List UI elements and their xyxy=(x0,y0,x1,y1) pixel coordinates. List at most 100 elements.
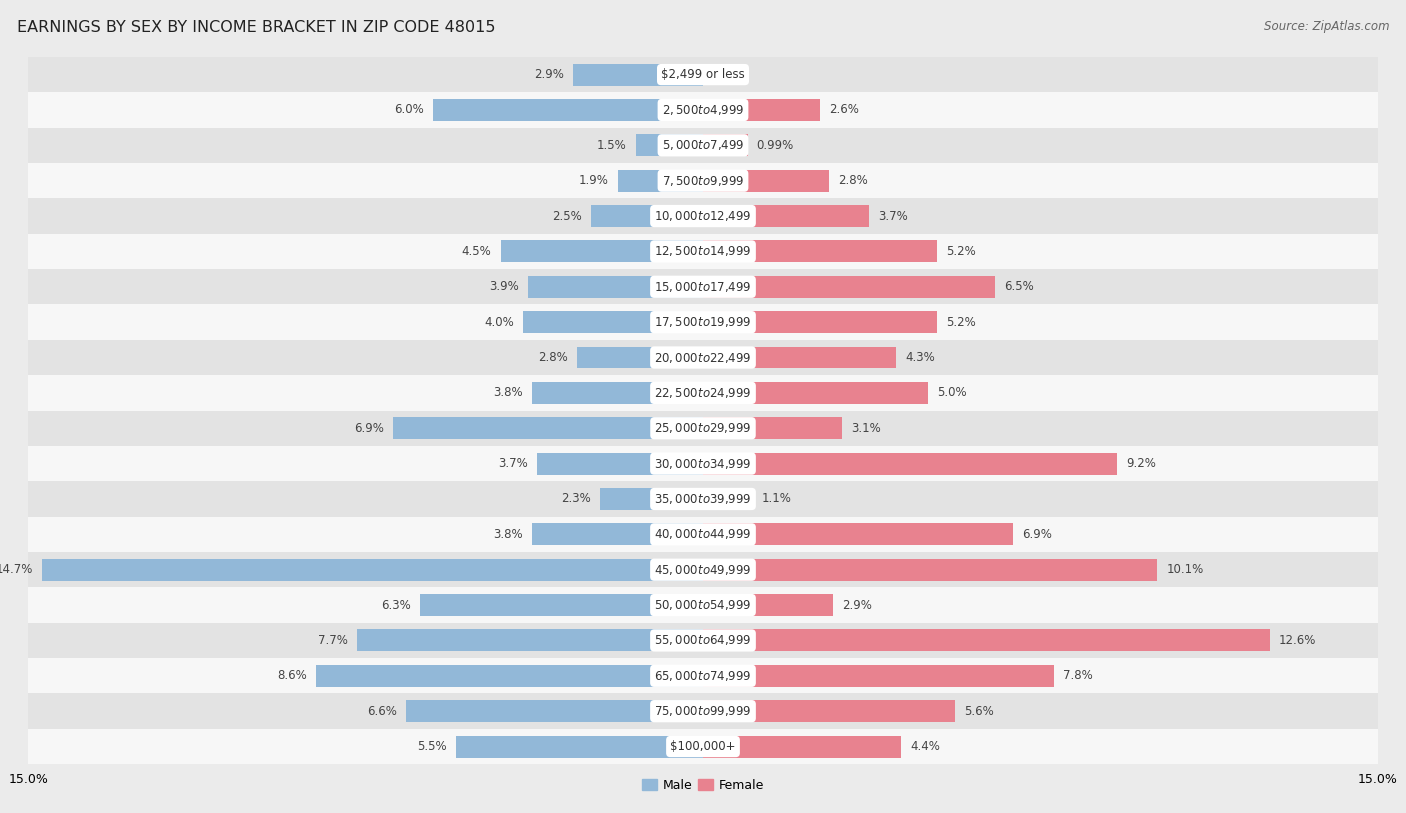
Text: $40,000 to $44,999: $40,000 to $44,999 xyxy=(654,528,752,541)
Text: 4.4%: 4.4% xyxy=(910,740,939,753)
Text: 6.5%: 6.5% xyxy=(1004,280,1035,293)
Text: 6.6%: 6.6% xyxy=(367,705,396,718)
Text: $25,000 to $29,999: $25,000 to $29,999 xyxy=(654,421,752,435)
Bar xyxy=(28,659,1378,693)
Text: 2.5%: 2.5% xyxy=(551,210,582,223)
Text: 5.5%: 5.5% xyxy=(418,740,447,753)
Text: $2,499 or less: $2,499 or less xyxy=(661,68,745,81)
Text: 12.6%: 12.6% xyxy=(1279,634,1316,647)
Bar xyxy=(42,559,703,580)
Bar xyxy=(703,488,752,510)
Bar xyxy=(599,488,703,510)
Bar xyxy=(28,233,1378,269)
Text: 14.7%: 14.7% xyxy=(0,563,32,576)
Bar xyxy=(523,311,703,333)
Text: 6.9%: 6.9% xyxy=(1022,528,1052,541)
Text: $75,000 to $99,999: $75,000 to $99,999 xyxy=(654,704,752,718)
Text: 3.7%: 3.7% xyxy=(498,457,527,470)
Bar xyxy=(28,269,1378,304)
Bar xyxy=(576,346,703,368)
Text: $5,000 to $7,499: $5,000 to $7,499 xyxy=(662,138,744,152)
Text: 5.2%: 5.2% xyxy=(946,245,976,258)
Bar xyxy=(703,170,830,192)
Bar xyxy=(433,99,703,121)
Bar xyxy=(28,376,1378,411)
Bar xyxy=(28,163,1378,198)
Bar xyxy=(636,134,703,156)
Legend: Male, Female: Male, Female xyxy=(637,774,769,797)
Bar xyxy=(456,736,703,758)
Bar xyxy=(703,559,1157,580)
Text: Source: ZipAtlas.com: Source: ZipAtlas.com xyxy=(1264,20,1389,33)
Text: 5.2%: 5.2% xyxy=(946,315,976,328)
Text: 0.99%: 0.99% xyxy=(756,139,794,152)
Text: 1.1%: 1.1% xyxy=(762,493,792,506)
Text: 4.5%: 4.5% xyxy=(461,245,492,258)
Text: 7.8%: 7.8% xyxy=(1063,669,1092,682)
Text: 9.2%: 9.2% xyxy=(1126,457,1156,470)
Text: 2.9%: 2.9% xyxy=(842,598,872,611)
Text: $2,500 to $4,999: $2,500 to $4,999 xyxy=(662,103,744,117)
Text: 3.8%: 3.8% xyxy=(494,386,523,399)
Bar xyxy=(531,382,703,404)
Bar xyxy=(703,134,748,156)
Bar xyxy=(703,700,955,722)
Text: 6.9%: 6.9% xyxy=(354,422,384,435)
Bar xyxy=(703,205,869,227)
Bar xyxy=(28,198,1378,234)
Bar xyxy=(537,453,703,475)
Text: 2.6%: 2.6% xyxy=(830,103,859,116)
Bar xyxy=(28,340,1378,375)
Text: 4.3%: 4.3% xyxy=(905,351,935,364)
Text: $20,000 to $22,499: $20,000 to $22,499 xyxy=(654,350,752,364)
Text: $17,500 to $19,999: $17,500 to $19,999 xyxy=(654,315,752,329)
Bar xyxy=(28,128,1378,163)
Text: 2.9%: 2.9% xyxy=(534,68,564,81)
Bar xyxy=(703,736,901,758)
Bar xyxy=(703,276,995,298)
Bar xyxy=(531,524,703,546)
Bar xyxy=(28,481,1378,517)
Bar xyxy=(28,411,1378,446)
Bar xyxy=(28,623,1378,659)
Bar xyxy=(703,594,834,616)
Text: 8.6%: 8.6% xyxy=(277,669,307,682)
Text: 5.6%: 5.6% xyxy=(965,705,994,718)
Text: 4.0%: 4.0% xyxy=(484,315,515,328)
Bar xyxy=(28,729,1378,764)
Text: 2.8%: 2.8% xyxy=(538,351,568,364)
Text: $55,000 to $64,999: $55,000 to $64,999 xyxy=(654,633,752,647)
Bar xyxy=(419,594,703,616)
Bar xyxy=(357,629,703,651)
Bar xyxy=(28,304,1378,340)
Text: $35,000 to $39,999: $35,000 to $39,999 xyxy=(654,492,752,506)
Text: 10.1%: 10.1% xyxy=(1167,563,1204,576)
Text: 6.0%: 6.0% xyxy=(394,103,425,116)
Bar xyxy=(591,205,703,227)
Text: $12,500 to $14,999: $12,500 to $14,999 xyxy=(654,245,752,259)
Text: 3.7%: 3.7% xyxy=(879,210,908,223)
Text: 1.5%: 1.5% xyxy=(596,139,627,152)
Bar xyxy=(703,629,1270,651)
Text: 6.3%: 6.3% xyxy=(381,598,411,611)
Text: $10,000 to $12,499: $10,000 to $12,499 xyxy=(654,209,752,223)
Text: 7.7%: 7.7% xyxy=(318,634,347,647)
Bar xyxy=(28,693,1378,729)
Text: $50,000 to $54,999: $50,000 to $54,999 xyxy=(654,598,752,612)
Text: $65,000 to $74,999: $65,000 to $74,999 xyxy=(654,669,752,683)
Bar xyxy=(392,417,703,439)
Text: 3.1%: 3.1% xyxy=(852,422,882,435)
Bar xyxy=(28,92,1378,128)
Bar xyxy=(703,524,1014,546)
Bar xyxy=(703,417,842,439)
Bar xyxy=(527,276,703,298)
Bar xyxy=(28,57,1378,92)
Text: 3.9%: 3.9% xyxy=(489,280,519,293)
Bar xyxy=(703,241,936,263)
Text: 0.0%: 0.0% xyxy=(711,68,741,81)
Bar xyxy=(316,665,703,687)
Text: $15,000 to $17,499: $15,000 to $17,499 xyxy=(654,280,752,293)
Text: 3.8%: 3.8% xyxy=(494,528,523,541)
Text: $30,000 to $34,999: $30,000 to $34,999 xyxy=(654,457,752,471)
Bar xyxy=(501,241,703,263)
